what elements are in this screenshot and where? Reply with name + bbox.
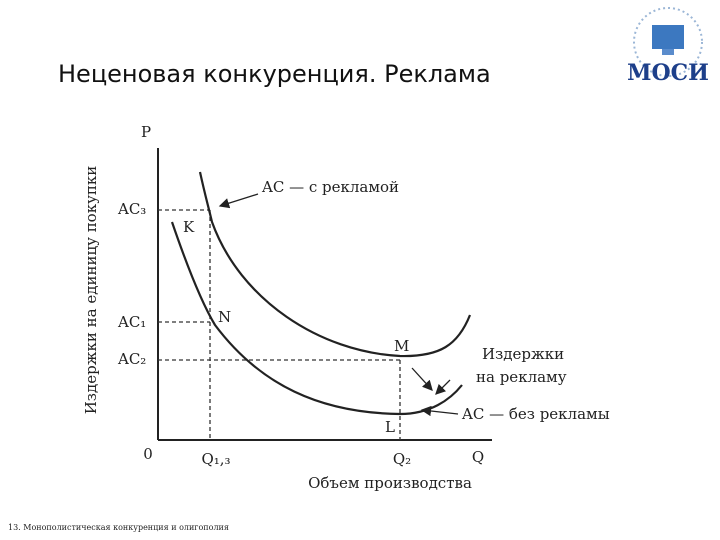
slide-title: Неценовая конкуренция. Реклама xyxy=(58,60,491,88)
point-label: K xyxy=(183,218,195,236)
annotation: на рекламу xyxy=(476,368,567,386)
origin-label: 0 xyxy=(143,445,153,463)
x-level-label: Q₂ xyxy=(393,450,411,468)
annotation: AC — с рекламой xyxy=(261,178,399,196)
y-axis-title: Издержки на единицу покупки xyxy=(82,166,100,415)
y-axis-label: P xyxy=(141,123,151,141)
diagram xyxy=(157,148,492,441)
x-axis-label: Q xyxy=(472,448,484,466)
x-level-label: Q₁,₃ xyxy=(201,450,230,468)
point-label: L xyxy=(385,418,395,436)
y-level-label: AC₂ xyxy=(117,350,146,368)
annotation: AC — без рекламы xyxy=(461,405,610,423)
logo-text: МОСИ xyxy=(627,60,709,86)
annotation: Издержки xyxy=(482,345,564,363)
y-level-label: AC₃ xyxy=(117,200,146,218)
footer: 13. Монополистическая конкуренция и олиг… xyxy=(8,523,229,532)
point-label: M xyxy=(394,337,409,355)
point-label: N xyxy=(218,308,231,326)
logo: МОСИ xyxy=(627,7,709,86)
x-axis-title: Объем производства xyxy=(308,474,472,492)
y-level-label: AC₁ xyxy=(117,313,146,331)
